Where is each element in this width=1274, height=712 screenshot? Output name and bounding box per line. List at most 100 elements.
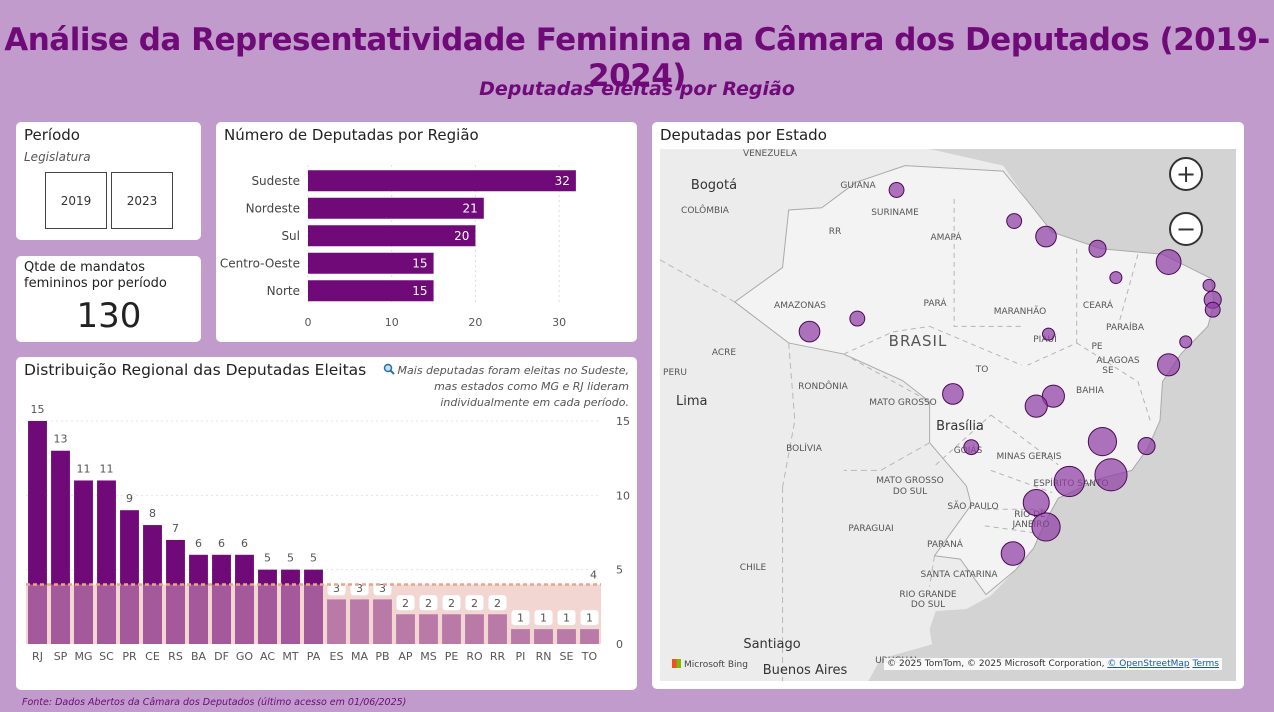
country-border-3 bbox=[929, 555, 936, 587]
kpi-card: Qtde de mandatos femininos por período 1… bbox=[16, 256, 201, 342]
state-bar-value-rn: 1 bbox=[540, 612, 547, 625]
map-label-10: CEARÁ bbox=[1083, 299, 1114, 311]
state-bar-value-box-ro bbox=[465, 595, 484, 611]
map-title: Deputadas por Estado bbox=[660, 126, 827, 144]
state-bar-rn bbox=[534, 629, 553, 644]
map-label-24: Brasília bbox=[936, 419, 984, 434]
map-label-16: SE bbox=[1102, 366, 1114, 376]
state-bar-value-box-pe bbox=[442, 595, 461, 611]
map-label-0: VENEZUELA bbox=[743, 149, 798, 159]
region-bar-value-1: 21 bbox=[463, 201, 478, 215]
state-chart-title: Distribuição Regional das Deputadas Elei… bbox=[24, 361, 367, 379]
state-bar-band-overlay-df bbox=[212, 584, 231, 644]
map-label-9: MARANHÃO bbox=[994, 306, 1047, 317]
country-border-1 bbox=[782, 342, 796, 488]
state-border-6 bbox=[990, 414, 1059, 466]
state-bar-pi bbox=[511, 629, 530, 644]
map-label-12: BRASIL bbox=[889, 332, 948, 350]
zoom-in-button[interactable]: + bbox=[1169, 157, 1203, 191]
state-chart-note: Mais deputadas foram eleitas no Sudeste,… bbox=[379, 363, 629, 411]
map-bubble-pi bbox=[1109, 271, 1123, 285]
state-bar-value-ro: 2 bbox=[471, 597, 478, 610]
period-option-2019[interactable]: 2019 bbox=[45, 172, 107, 229]
openstreetmap-link[interactable]: © OpenStreetMap bbox=[1107, 659, 1190, 669]
zoom-out-button[interactable]: − bbox=[1169, 212, 1203, 246]
bing-logo: Microsoft Bing bbox=[672, 659, 748, 670]
period-slicer-subtitle: Legislatura bbox=[24, 150, 91, 164]
kpi-label: Qtde de mandatos femininos por período bbox=[24, 260, 167, 291]
map-bubble-ce bbox=[1155, 249, 1182, 275]
map-label-6: AMAPÁ bbox=[930, 231, 962, 243]
brazil-map[interactable]: VENEZUELA Bogotá COLÔMBIA GUIANA SURINAME RR A… bbox=[660, 149, 1236, 681]
map-bubble-pe bbox=[1204, 301, 1221, 318]
state-bar-value-ac: 5 bbox=[264, 552, 271, 565]
state-category-label-pb: PB bbox=[375, 650, 389, 663]
state-category-label-ms: MS bbox=[420, 650, 436, 663]
state-category-label-pa: PA bbox=[307, 650, 321, 663]
state-bar-value-es: 3 bbox=[333, 582, 340, 595]
reference-line-label: 4 bbox=[590, 569, 597, 582]
map-bubble-rr bbox=[888, 182, 905, 198]
region-bar-1 bbox=[308, 197, 484, 219]
state-category-label-to: TO bbox=[581, 650, 598, 663]
region-bar-0 bbox=[308, 170, 576, 192]
state-bar-value-sc: 11 bbox=[100, 462, 114, 475]
period-option-2023[interactable]: 2023 bbox=[111, 172, 173, 229]
map-label-42: Buenos Aires bbox=[763, 663, 848, 678]
state-bar-value-se: 1 bbox=[563, 612, 570, 625]
state-category-label-ap: AP bbox=[398, 650, 413, 663]
state-bar-value-box-rr bbox=[488, 595, 507, 611]
region-xtick-2: 20 bbox=[468, 316, 482, 329]
map-label-27: MINAS GERAIS bbox=[997, 452, 1062, 462]
map-bubble-se bbox=[1179, 335, 1193, 349]
state-category-label-df: DF bbox=[214, 650, 229, 663]
state-category-label-sp: SP bbox=[54, 650, 68, 663]
region-category-label-2: Sul bbox=[281, 229, 300, 243]
state-bar-value-sp: 13 bbox=[54, 433, 68, 446]
state-bar-value-box-to bbox=[580, 610, 599, 626]
map-label-21: BAHIA bbox=[1076, 386, 1105, 396]
microsoft-logo-icon bbox=[672, 659, 681, 668]
region-xtick-0: 0 bbox=[305, 316, 312, 329]
state-bar-value-to: 1 bbox=[586, 612, 593, 625]
state-category-label-go: GO bbox=[236, 650, 254, 663]
map-viewport[interactable]: VENEZUELA Bogotá COLÔMBIA GUIANA SURINAME RR A… bbox=[660, 149, 1236, 681]
state-bar-band-overlay-ce bbox=[143, 584, 162, 644]
state-bar-value-ma: 3 bbox=[356, 582, 363, 595]
map-attribution: © 2025 TomTom, © 2025 Microsoft Corporat… bbox=[884, 658, 1222, 670]
kpi-value: 130 bbox=[76, 296, 142, 336]
state-category-label-pe: PE bbox=[445, 650, 459, 663]
state-bar-value-box-ap bbox=[396, 595, 415, 611]
state-category-label-es: ES bbox=[330, 650, 344, 663]
state-category-label-rn: RN bbox=[536, 650, 552, 663]
region-xtick-3: 30 bbox=[552, 316, 566, 329]
state-category-label-ma: MA bbox=[351, 650, 368, 663]
map-bubble-es bbox=[1137, 436, 1156, 456]
state-bar-value-rs: 7 bbox=[172, 522, 179, 535]
state-bar-value-rj: 15 bbox=[31, 403, 45, 416]
map-label-31: SÃO PAULO bbox=[947, 501, 998, 512]
map-bubble-df bbox=[1041, 384, 1065, 408]
state-bar-rr bbox=[488, 614, 507, 644]
map-bubble-rs bbox=[1000, 541, 1026, 566]
map-label-5: RR bbox=[829, 227, 842, 237]
map-bubble-to bbox=[1041, 327, 1055, 341]
state-category-label-se: SE bbox=[560, 650, 574, 663]
region-bar-4 bbox=[308, 280, 434, 302]
state-bar-value-box-pi bbox=[511, 610, 530, 626]
map-label-4: SURINAME bbox=[871, 208, 919, 218]
state-bar-ap bbox=[396, 614, 415, 644]
state-bar-band-overlay-rj bbox=[28, 584, 47, 644]
state-chart-card: Distribuição Regional das Deputadas Elei… bbox=[16, 357, 637, 690]
region-category-label-4: Norte bbox=[267, 284, 300, 298]
state-category-label-ac: AC bbox=[260, 650, 275, 663]
state-bar-band-overlay-mg bbox=[74, 584, 93, 644]
state-bar-pb bbox=[373, 599, 392, 644]
map-label-36: CHILE bbox=[740, 563, 767, 573]
state-ytick-0: 0 bbox=[616, 638, 623, 651]
region-category-label-0: Sudeste bbox=[251, 174, 300, 188]
map-bubble-ro bbox=[849, 310, 866, 327]
state-bar-value-ba: 6 bbox=[195, 537, 202, 550]
map-bubble-pa bbox=[1035, 225, 1057, 248]
terms-link[interactable]: Terms bbox=[1192, 659, 1219, 669]
